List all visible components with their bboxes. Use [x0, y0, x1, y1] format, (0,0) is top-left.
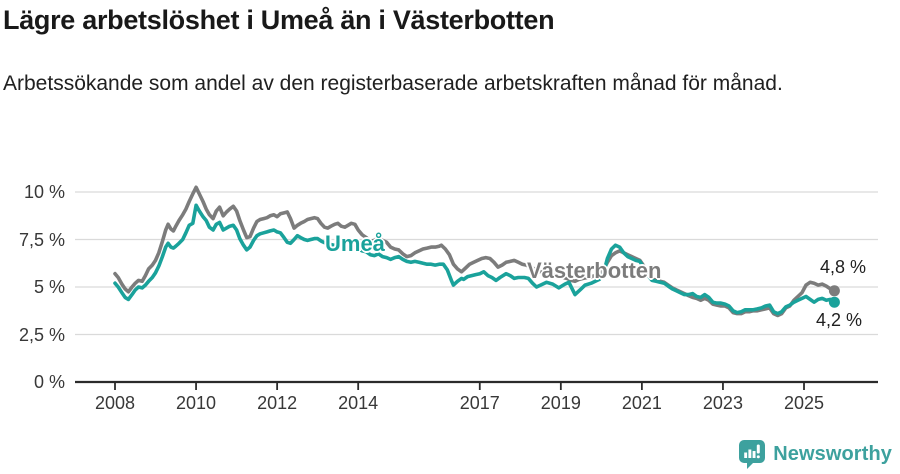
- y-axis-label: 0 %: [33, 372, 65, 392]
- page-subtitle: Arbetssökande som andel av den registerb…: [3, 72, 783, 95]
- series-end-dot-vasterbotten: [828, 285, 840, 297]
- x-axis-label: 2012: [257, 393, 298, 413]
- exclamation-icon: [756, 444, 760, 454]
- x-axis-label: 2021: [621, 393, 662, 413]
- bar-chart-icon: [744, 444, 760, 459]
- series-line-vasterbotten: [113, 185, 837, 318]
- newsworthy-logo-icon: [739, 440, 766, 469]
- series-end-value-vasterbotten: 4,8 %: [820, 257, 867, 277]
- series-end-value-umea: 4,2 %: [816, 310, 863, 330]
- y-axis-label: 2,5 %: [18, 324, 65, 345]
- x-axis-label: 2008: [94, 393, 136, 413]
- y-axis-label: 10 %: [23, 182, 65, 202]
- series-label-vasterbotten: Västerbotten: [527, 258, 662, 283]
- page-title: Lägre arbetslöshet i Umeå än i Västerbot…: [3, 5, 555, 35]
- x-axis-label: 2017: [459, 393, 500, 413]
- series-label-umea: Umeå: [325, 231, 385, 256]
- x-axis-label: 2023: [702, 393, 743, 413]
- newsworthy-logo-text: Newsworthy: [773, 442, 892, 465]
- series-end-dot-umea: [828, 296, 840, 308]
- x-axis-label: 2010: [176, 393, 217, 413]
- x-axis-label: 2014: [338, 393, 379, 413]
- newsworthy-logo[interactable]: Newsworthy: [738, 439, 892, 469]
- y-axis-label: 5 %: [33, 277, 65, 297]
- x-axis-label: 2025: [783, 393, 825, 413]
- series-line-umea: [113, 203, 837, 316]
- x-axis-label: 2019: [540, 393, 581, 413]
- y-axis-label: 7,5 %: [18, 229, 65, 250]
